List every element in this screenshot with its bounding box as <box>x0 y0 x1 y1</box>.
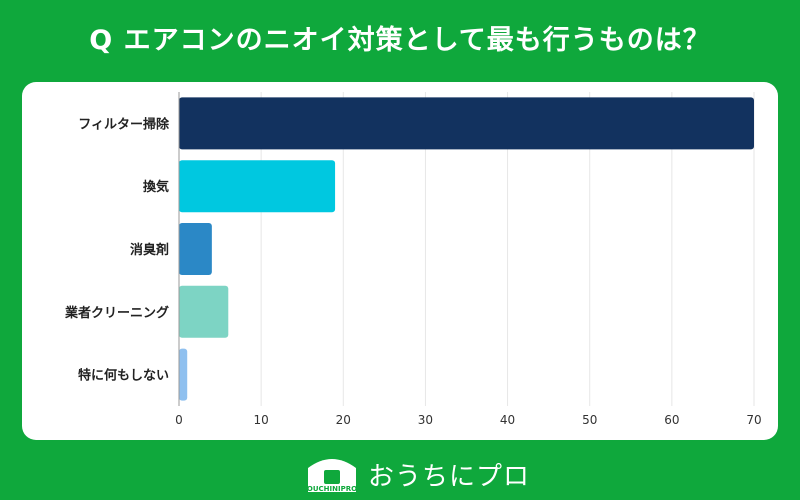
category-label: 特に何もしない <box>78 368 169 384</box>
x-tick-label: 50 <box>582 413 597 427</box>
category-label: 消臭剤 <box>130 242 169 258</box>
category-label: 換気 <box>143 179 169 195</box>
bar <box>179 285 229 338</box>
chart-card: フィルター掃除換気消臭剤業者クリーニング特に何もしない 0 10 20 30 40 50 6… <box>22 82 778 440</box>
house-logo-icon <box>308 459 356 492</box>
bar <box>179 223 212 275</box>
footer: OUCHINIPRO おうちにプロ <box>0 452 800 496</box>
x-tick-label: 0 <box>175 413 183 427</box>
bar <box>179 348 188 401</box>
bars <box>179 97 754 401</box>
x-tick-label: 10 <box>254 413 269 427</box>
tick-labels: 0 10 20 30 40 50 60 70 <box>175 413 761 427</box>
x-tick-label: 60 <box>664 413 679 427</box>
x-tick-label: 40 <box>500 413 515 427</box>
category-label: 業者クリーニング <box>64 305 169 321</box>
x-tick-label: 70 <box>746 413 761 427</box>
chart-title: Q エアコンのニオイ対策として最も行うものは？ <box>89 25 711 56</box>
category-label: フィルター掃除 <box>78 116 170 132</box>
brand-name: おうちにプロ <box>368 462 531 492</box>
logo-small-text: OUCHINIPRO <box>306 485 358 493</box>
bar <box>179 97 754 150</box>
x-tick-label: 30 <box>418 413 433 427</box>
x-tick-label: 20 <box>336 413 351 427</box>
bar <box>179 160 336 213</box>
